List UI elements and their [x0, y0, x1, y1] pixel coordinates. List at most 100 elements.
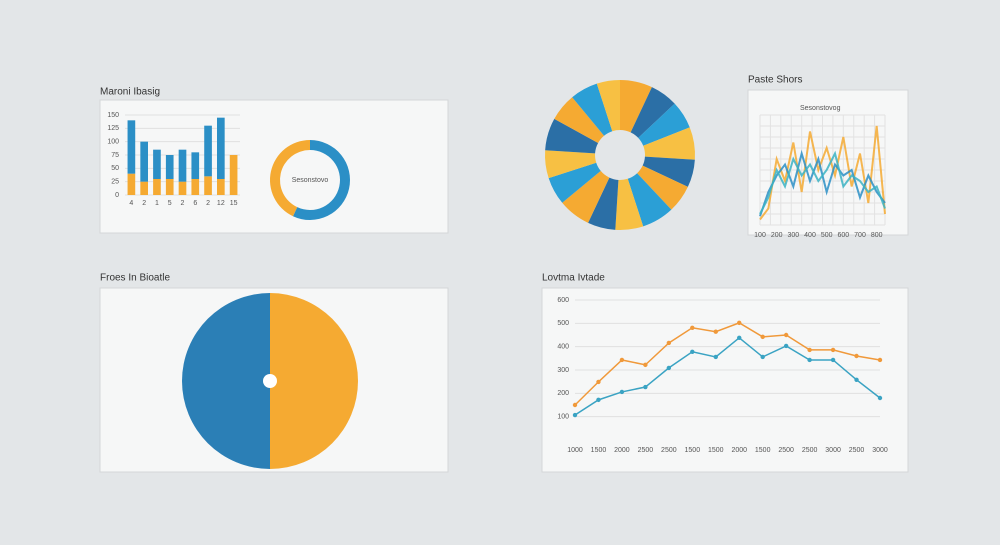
y-tick-label: 50: [111, 165, 119, 172]
x-tick-label: 4: [129, 200, 133, 207]
y-tick-label: 600: [557, 297, 569, 304]
chart-title: Lovtma Ivtade: [542, 273, 605, 284]
slice: [638, 103, 690, 146]
x-tick-label: 1: [155, 200, 159, 207]
center-label: Sesonstovo: [292, 177, 329, 184]
point: [619, 357, 625, 363]
x-tick-label: 800: [871, 232, 883, 239]
chart-title: Maroni Ibasig: [100, 87, 160, 98]
x-tick-label: 2000: [731, 447, 747, 454]
y-tick-label: 100: [107, 139, 119, 146]
point: [643, 362, 648, 368]
x-tick-label: 2500: [661, 447, 677, 454]
point: [596, 379, 601, 385]
slice: [545, 150, 597, 179]
x-tick-label: 2500: [849, 447, 865, 454]
y-tick-label: 200: [557, 390, 569, 397]
bar: [153, 179, 161, 195]
x-tick-label: 700: [854, 232, 866, 239]
point: [807, 347, 812, 353]
bar: [204, 176, 212, 195]
point: [690, 325, 695, 330]
bar: [140, 181, 148, 195]
bar: [191, 152, 200, 179]
bar: [178, 149, 187, 182]
x-tick-label: 3000: [825, 447, 841, 454]
point: [807, 357, 812, 363]
bar: [153, 149, 161, 179]
slice: [554, 97, 605, 143]
line: [574, 336, 881, 416]
point: [877, 395, 883, 401]
point: [854, 377, 859, 382]
point: [760, 354, 765, 360]
x-tick-label: 3000: [872, 447, 888, 454]
x-tick-label: 2: [206, 200, 210, 207]
y-tick-label: 75: [111, 152, 119, 159]
bar: [165, 155, 174, 179]
bar: [165, 179, 174, 195]
x-tick-label: 2000: [614, 447, 630, 454]
bar: [217, 179, 225, 195]
x-tick-label: 600: [837, 232, 849, 239]
slice: [562, 170, 610, 223]
point: [713, 329, 718, 334]
y-tick-label: 125: [107, 125, 119, 132]
point: [830, 347, 836, 353]
y-tick-label: 25: [111, 179, 119, 186]
x-tick-label: 1500: [591, 447, 607, 454]
slice: [548, 162, 601, 203]
point: [760, 334, 765, 340]
point: [619, 389, 625, 395]
line: [574, 322, 881, 406]
point: [572, 412, 578, 418]
y-tick-label: 500: [557, 320, 569, 327]
x-tick-label: 100: [754, 232, 766, 239]
point: [690, 349, 695, 354]
bar: [191, 179, 200, 195]
y-tick-label: 300: [557, 367, 569, 374]
x-tick-label: 2: [181, 200, 185, 207]
slice: [620, 80, 652, 133]
point: [830, 357, 836, 363]
point: [666, 340, 672, 346]
x-tick-label: 5: [168, 200, 172, 207]
point: [783, 332, 789, 338]
y-tick-label: 150: [107, 112, 119, 119]
line: [759, 150, 886, 215]
x-tick-label: 300: [787, 232, 799, 239]
point: [572, 402, 578, 408]
x-tick-label: 2: [142, 200, 146, 207]
slice: [545, 118, 599, 154]
slice: [588, 177, 619, 230]
y-tick-label: 400: [557, 344, 569, 351]
point: [877, 357, 883, 363]
bar: [127, 120, 136, 174]
slice: [270, 293, 358, 469]
x-tick-label: 1000: [567, 447, 583, 454]
slice: [637, 165, 688, 210]
panel: [747, 89, 909, 236]
x-tick-label: 6: [193, 200, 197, 207]
x-tick-label: 1500: [685, 447, 701, 454]
slice: [270, 140, 310, 217]
y-tick-label: 100: [557, 414, 569, 421]
x-tick-label: 15: [230, 200, 238, 207]
y-tick-label: 0: [115, 192, 119, 199]
center-dot: [263, 374, 277, 388]
x-tick-label: 500: [821, 232, 833, 239]
slice: [292, 140, 350, 221]
point: [596, 397, 601, 403]
bar: [178, 181, 187, 195]
x-tick-label: 200: [771, 232, 783, 239]
slice: [630, 87, 675, 138]
panel: [541, 287, 909, 473]
point: [737, 320, 742, 326]
x-tick-label: 12: [217, 200, 225, 207]
chart-title: Paste Shors: [748, 75, 802, 86]
x-tick-label: 2500: [802, 447, 818, 454]
bar: [204, 125, 212, 177]
chart-subtitle: Sesonstovog: [800, 105, 841, 112]
